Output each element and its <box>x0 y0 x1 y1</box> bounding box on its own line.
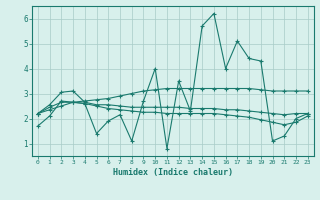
X-axis label: Humidex (Indice chaleur): Humidex (Indice chaleur) <box>113 168 233 177</box>
